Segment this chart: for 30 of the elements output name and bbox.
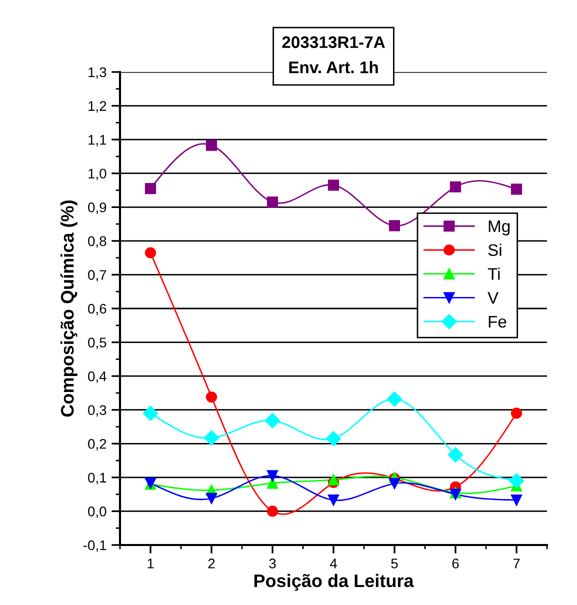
y-tick-label: 0,5 [88, 338, 106, 350]
y-tick-label: 0,7 [88, 270, 106, 282]
y-tick-label: 0,2 [88, 438, 106, 450]
x-tick-label: 2 [208, 558, 215, 568]
y-tick-label: 1,0 [88, 168, 106, 180]
y-tick-label: -0,1 [83, 540, 106, 552]
y-tick-label: 1,2 [88, 101, 106, 113]
y-tick-label: 0,1 [88, 472, 106, 484]
legend-label: V [488, 292, 499, 304]
y-tick-label: 0,6 [88, 304, 106, 316]
y-tick-label: 0,3 [88, 405, 106, 417]
y-tick-label: 0,0 [88, 506, 106, 518]
y-tick-label: 1,3 [88, 67, 106, 79]
legend-label: Ti [488, 268, 500, 280]
x-tick-label: 4 [330, 558, 337, 568]
y-tick-label: 0,9 [88, 202, 106, 214]
y-axis-title: Composição Química (%) [60, 200, 78, 417]
x-tick-label: 5 [391, 558, 398, 568]
x-axis-title: Posição da Leitura [254, 574, 414, 591]
x-tick-label: 3 [269, 558, 276, 568]
legend-label: Fe [488, 316, 506, 328]
y-tick-label: 1,1 [88, 135, 106, 146]
legend-label: Mg [488, 220, 510, 236]
legend-label: Si [488, 244, 502, 256]
x-tick-label: 1 [148, 558, 154, 568]
chart-title: 203313R1-7A Env. Art. 1h [282, 36, 385, 74]
x-tick-label: 7 [513, 558, 520, 568]
y-tick-label: 0,8 [88, 236, 106, 248]
x-tick-label: 6 [452, 558, 459, 568]
y-tick-label: 0,4 [88, 371, 106, 383]
